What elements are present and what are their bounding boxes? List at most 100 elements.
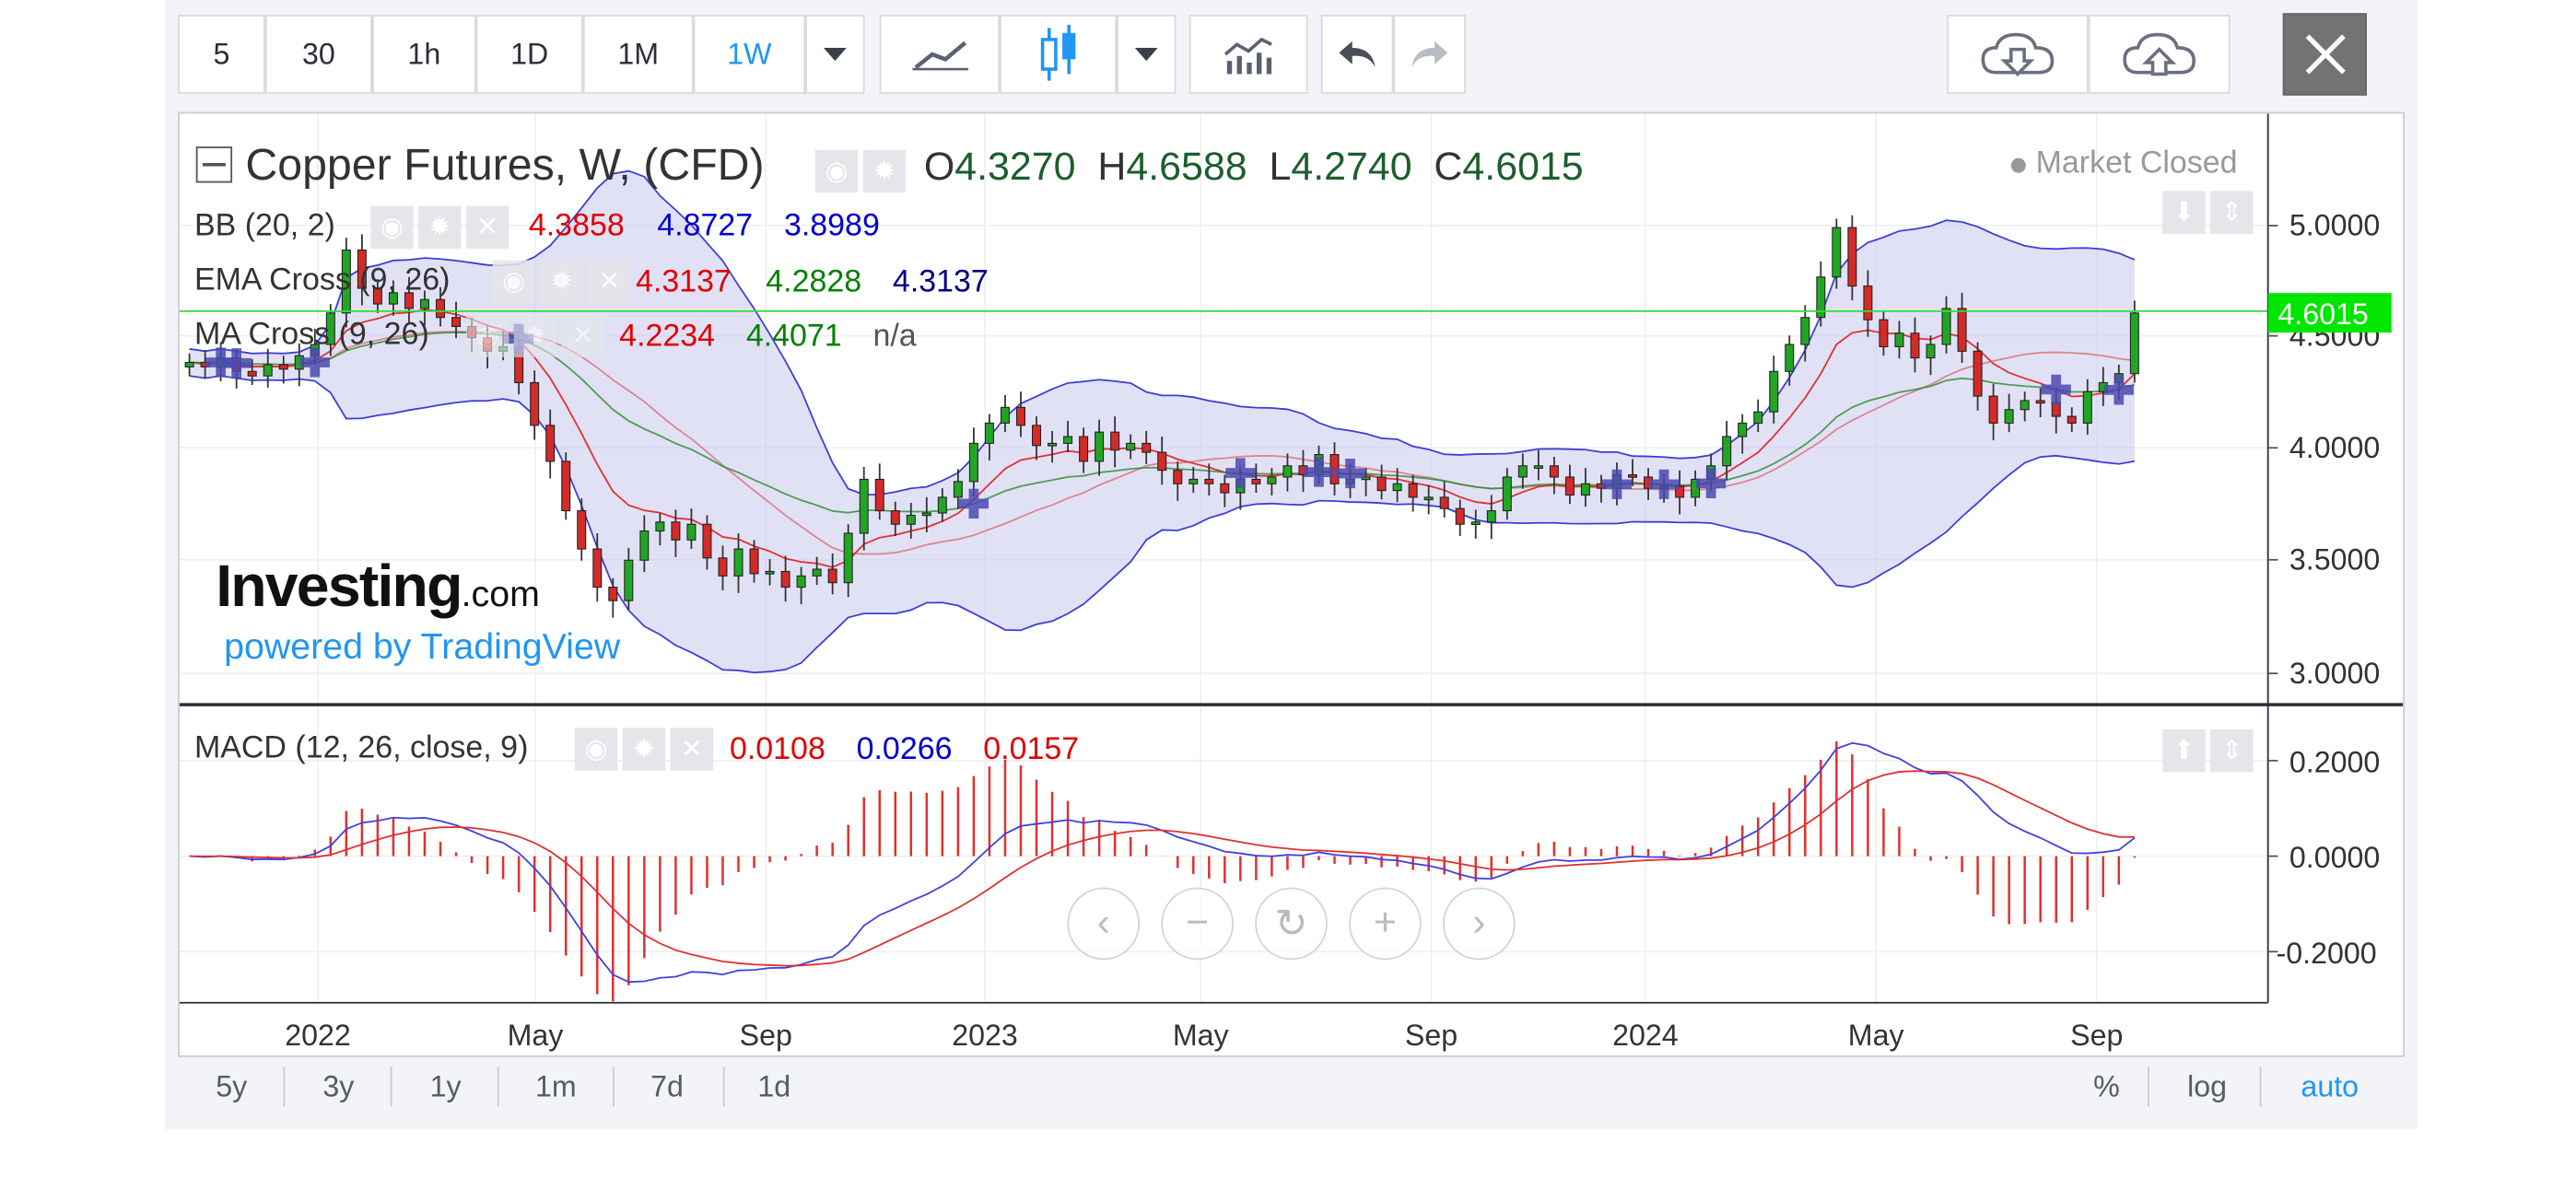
- interval-1m-button[interactable]: 1M: [582, 15, 694, 94]
- candle: [2035, 388, 2045, 418]
- divider: [722, 1067, 725, 1107]
- interval-1d-button[interactable]: 1D: [475, 15, 583, 94]
- interval-1w-button[interactable]: 1W: [693, 15, 806, 94]
- bb-upper-value: 4.8727: [657, 209, 754, 244]
- refresh-icon: ↻: [1274, 901, 1308, 947]
- candle: [686, 508, 697, 550]
- eye-icon[interactable]: ◉: [370, 205, 414, 249]
- close-icon[interactable]: ✕: [670, 728, 714, 771]
- arrow-down-icon[interactable]: ⬇: [2162, 191, 2206, 234]
- candle: [2082, 379, 2092, 436]
- eye-icon[interactable]: ◉: [574, 728, 618, 771]
- chart-grid: [179, 113, 2268, 1003]
- gear-icon[interactable]: ✹: [418, 205, 462, 249]
- price-chart[interactable]: 5.0000 4.5000 4.0000 3.5000 3.0000 4.601…: [179, 113, 2404, 1055]
- redo-icon: [1411, 41, 1448, 68]
- time-tick-may-2024: May: [1848, 1019, 1905, 1052]
- price-tick-3: 3.0000: [2289, 657, 2380, 690]
- open-label: O: [923, 145, 955, 190]
- chart-style-dropdown-button[interactable]: [1117, 15, 1177, 94]
- expand-icon[interactable]: ⇕: [2210, 729, 2254, 773]
- range-5y-button[interactable]: 5y: [216, 1069, 248, 1102]
- candle: [921, 496, 931, 533]
- range-1y-button[interactable]: 1y: [429, 1069, 462, 1102]
- eye-icon[interactable]: ◉: [492, 260, 536, 303]
- time-axis[interactable]: 2022 May Sep 2023 May Sep 2024 May Sep: [285, 1019, 2123, 1052]
- candle: [984, 414, 994, 460]
- scroll-right-button[interactable]: ›: [1443, 887, 1516, 961]
- indicators-icon: [1224, 37, 1272, 75]
- save-chart-button[interactable]: [2088, 15, 2231, 94]
- range-1d-button[interactable]: 1d: [757, 1069, 791, 1102]
- reset-chart-button[interactable]: ↻: [1255, 887, 1328, 961]
- gear-icon[interactable]: ✹: [622, 728, 666, 771]
- interval-5-button[interactable]: 5: [178, 15, 265, 94]
- gear-icon[interactable]: ✹: [540, 260, 583, 303]
- macd-histogram-value: 0.0108: [729, 732, 825, 768]
- auto-scale-button[interactable]: auto: [2301, 1069, 2359, 1102]
- powered-by-tradingview[interactable]: powered by TradingView: [224, 625, 621, 668]
- expand-icon[interactable]: ⇕: [2210, 191, 2254, 234]
- candle: [1957, 292, 1967, 364]
- cross-marker: [221, 348, 252, 379]
- candle: [843, 524, 853, 598]
- candle: [1220, 474, 1230, 507]
- candle: [796, 566, 806, 605]
- investing-logo: Investing.com: [216, 551, 540, 620]
- macd-axis[interactable]: 0.2000 0.0000 -0.2000: [2267, 745, 2381, 970]
- close-icon[interactable]: ✕: [561, 314, 605, 357]
- market-status: Market Closed: [2010, 146, 2238, 182]
- candle: [968, 427, 978, 496]
- interval-1h-button[interactable]: 1h: [372, 15, 476, 94]
- candle: [1251, 463, 1261, 494]
- candle: [1095, 419, 1105, 476]
- candle: [1753, 399, 1763, 433]
- macd-tick-0-2: 0.2000: [2289, 745, 2380, 778]
- high-value: 4.6588: [1126, 145, 1247, 190]
- divider: [390, 1067, 392, 1107]
- scroll-left-button[interactable]: ‹: [1067, 887, 1141, 961]
- last-price-label: 4.6015: [2277, 297, 2368, 331]
- price-axis[interactable]: 5.0000 4.5000 4.0000 3.5000 3.0000 4.601…: [2267, 209, 2392, 690]
- line-chart-button[interactable]: [879, 15, 1001, 94]
- arrow-up-icon[interactable]: ⬆: [2162, 729, 2206, 773]
- chart-area[interactable]: 5.0000 4.5000 4.0000 3.5000 3.0000 4.601…: [178, 111, 2406, 1057]
- close-icon[interactable]: ✕: [465, 205, 509, 249]
- indicators-button[interactable]: [1188, 15, 1308, 94]
- candle: [906, 503, 916, 539]
- undo-button[interactable]: [1320, 15, 1394, 94]
- candle: [874, 463, 884, 520]
- close-icon[interactable]: ✕: [588, 260, 631, 303]
- ohlc-readout: O4.3270 H4.6588 L4.2740 C4.6015: [924, 145, 1584, 191]
- zoom-out-button[interactable]: −: [1161, 887, 1234, 961]
- gear-icon[interactable]: ✹: [862, 149, 907, 193]
- bollinger-lower-line: [189, 375, 2136, 674]
- divider: [2148, 1067, 2149, 1107]
- time-tick-sep-2022: Sep: [740, 1019, 792, 1052]
- line-chart-icon: [911, 41, 968, 71]
- close-chart-button[interactable]: [2282, 13, 2367, 96]
- close-value: 4.6015: [1462, 145, 1584, 190]
- candle: [1785, 335, 1795, 386]
- candlestick-icon: [1039, 24, 1075, 81]
- range-1m-button[interactable]: 1m: [535, 1069, 577, 1102]
- interval-30-button[interactable]: 30: [264, 15, 373, 94]
- percent-scale-button[interactable]: %: [2093, 1069, 2120, 1102]
- range-3y-button[interactable]: 3y: [322, 1069, 355, 1102]
- interval-dropdown-button[interactable]: [805, 15, 865, 94]
- candle: [1470, 509, 1481, 539]
- range-7d-button[interactable]: 7d: [650, 1069, 684, 1102]
- divider: [283, 1067, 286, 1107]
- zoom-in-button[interactable]: +: [1349, 887, 1422, 961]
- candle: [859, 466, 869, 551]
- eye-icon[interactable]: ◉: [814, 149, 859, 193]
- macd-line: [189, 741, 2136, 984]
- log-scale-button[interactable]: log: [2187, 1069, 2228, 1102]
- gear-icon[interactable]: ✹: [513, 314, 557, 357]
- redo-button[interactable]: [1393, 15, 1467, 94]
- eye-icon[interactable]: ◉: [465, 314, 509, 357]
- collapse-legend-button[interactable]: [195, 146, 233, 183]
- candlestick-style-button[interactable]: [1000, 15, 1118, 94]
- load-chart-button[interactable]: [1947, 15, 2089, 94]
- candle: [1832, 218, 1842, 289]
